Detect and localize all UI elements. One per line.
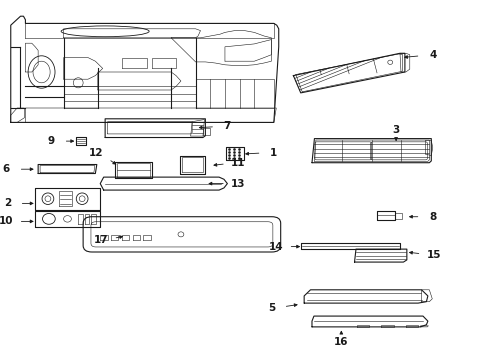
Text: 16: 16 bbox=[333, 337, 348, 347]
Text: 2: 2 bbox=[4, 198, 11, 208]
Text: 4: 4 bbox=[428, 50, 436, 60]
Text: 13: 13 bbox=[230, 179, 245, 189]
Text: 12: 12 bbox=[89, 148, 103, 158]
Text: 9: 9 bbox=[48, 136, 55, 146]
Text: 1: 1 bbox=[270, 148, 277, 158]
Text: 10: 10 bbox=[0, 216, 14, 226]
Text: 7: 7 bbox=[223, 121, 231, 131]
Text: 6: 6 bbox=[3, 164, 10, 174]
Text: 15: 15 bbox=[426, 250, 440, 260]
Text: 3: 3 bbox=[392, 125, 399, 135]
Text: 8: 8 bbox=[428, 212, 435, 222]
Text: 11: 11 bbox=[230, 158, 245, 168]
Text: 14: 14 bbox=[268, 242, 283, 252]
Text: 17: 17 bbox=[94, 235, 108, 245]
Text: 5: 5 bbox=[267, 303, 274, 313]
